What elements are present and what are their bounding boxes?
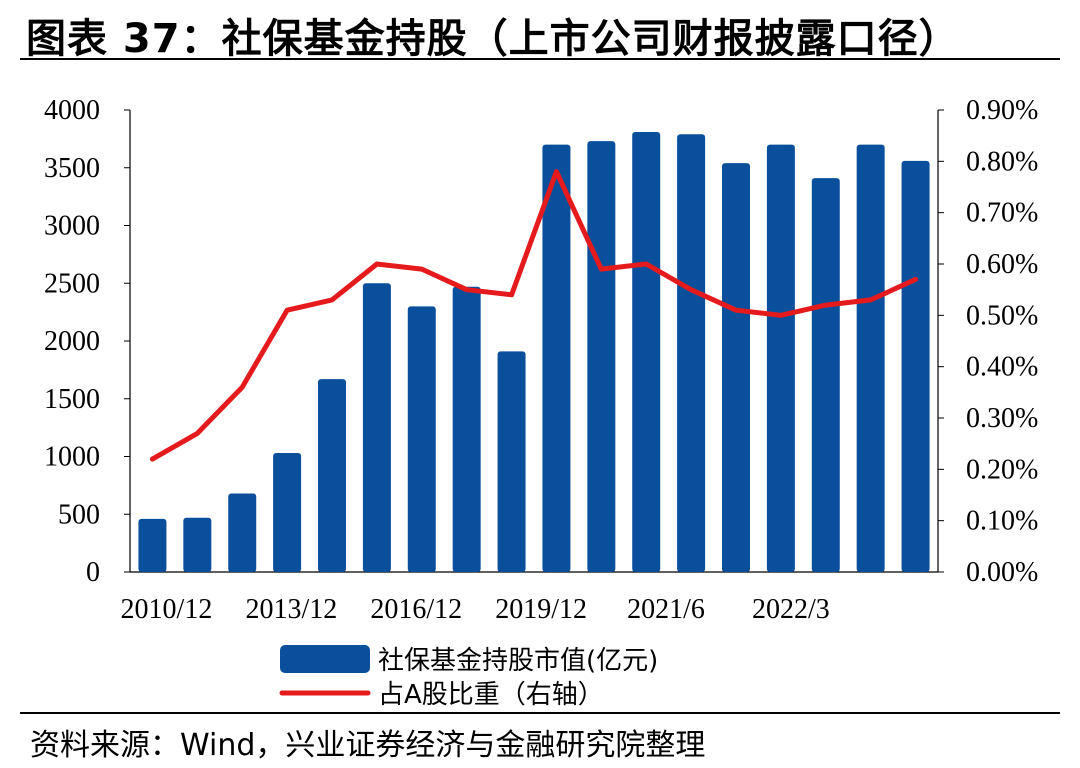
right-tick-label: 0.20% [966, 454, 1038, 485]
x-tick-label: 2016/12 [370, 594, 462, 625]
ratio-line [149, 169, 919, 462]
bar [318, 379, 346, 572]
x-tick-label: 2019/12 [495, 594, 587, 625]
bar [722, 163, 750, 572]
x-tick-label: 2010/12 [121, 594, 213, 625]
title-rule [20, 58, 1060, 60]
bar [497, 351, 526, 572]
bar [901, 160, 930, 572]
right-tick-label: 0.30% [966, 403, 1038, 434]
bar-series [138, 131, 930, 572]
bar [632, 131, 661, 572]
right-tick-label: 0.50% [966, 300, 1038, 331]
right-tick-label: 0.80% [966, 146, 1038, 177]
footer-rule [20, 712, 1060, 714]
bar [677, 134, 706, 572]
left-tick-label: 2500 [44, 268, 100, 299]
right-tick-label: 0.40% [966, 352, 1038, 383]
bar [542, 144, 571, 572]
left-tick-label: 1000 [44, 442, 100, 473]
source-note: 资料来源：Wind，兴业证券经济与金融研究院整理 [30, 728, 706, 763]
bar [273, 453, 302, 572]
bar [587, 141, 616, 572]
legend-bar-label: 社保基金持股市值(亿元) [378, 646, 658, 676]
bar [362, 283, 391, 572]
bar [766, 144, 795, 572]
bar [183, 517, 212, 572]
legend: 社保基金持股市值(亿元) 占A股比重（右轴） [279, 645, 658, 710]
x-tick-label: 2021/6 [627, 594, 705, 625]
left-tick-label: 2000 [44, 326, 100, 357]
right-tick-label: 0.70% [966, 198, 1038, 229]
left-tick-label: 500 [58, 499, 100, 530]
left-tick-label: 4000 [44, 95, 100, 126]
bar [138, 518, 167, 572]
right-tick-label: 0.90% [966, 95, 1038, 126]
left-tick-label: 3000 [44, 211, 100, 242]
right-tick-label: 0.00% [966, 557, 1038, 588]
right-tick-label: 0.10% [966, 506, 1038, 537]
line-series [149, 169, 919, 462]
chart-title: 图表 37：社保基金持股（上市公司财报披露口径） [26, 16, 960, 62]
bar [811, 178, 840, 572]
x-tick-label: 2022/3 [752, 594, 830, 625]
bar [452, 286, 481, 572]
bar [407, 306, 436, 572]
legend-line-label: 占A股比重（右轴） [378, 680, 604, 710]
right-tick-label: 0.60% [966, 249, 1038, 280]
right-axis-ticks: 0.00% 0.10% 0.20% 0.30% 0.40% 0.50% 0.60% 0.70%… [938, 95, 1038, 588]
x-tick-label: 2013/12 [245, 594, 337, 625]
legend-bar-swatch [280, 645, 370, 673]
left-axis-ticks: 0 500 1000 1500 2000 2500 3000 3500 4000 [44, 95, 130, 588]
bar [228, 493, 257, 572]
bar [856, 144, 885, 572]
left-tick-label: 3500 [44, 153, 100, 184]
left-tick-label: 1500 [44, 384, 100, 415]
x-axis-ticks: 2010/12 2013/12 2016/12 2019/12 2021/6 2022/3 [121, 594, 830, 625]
left-tick-label: 0 [86, 557, 100, 588]
